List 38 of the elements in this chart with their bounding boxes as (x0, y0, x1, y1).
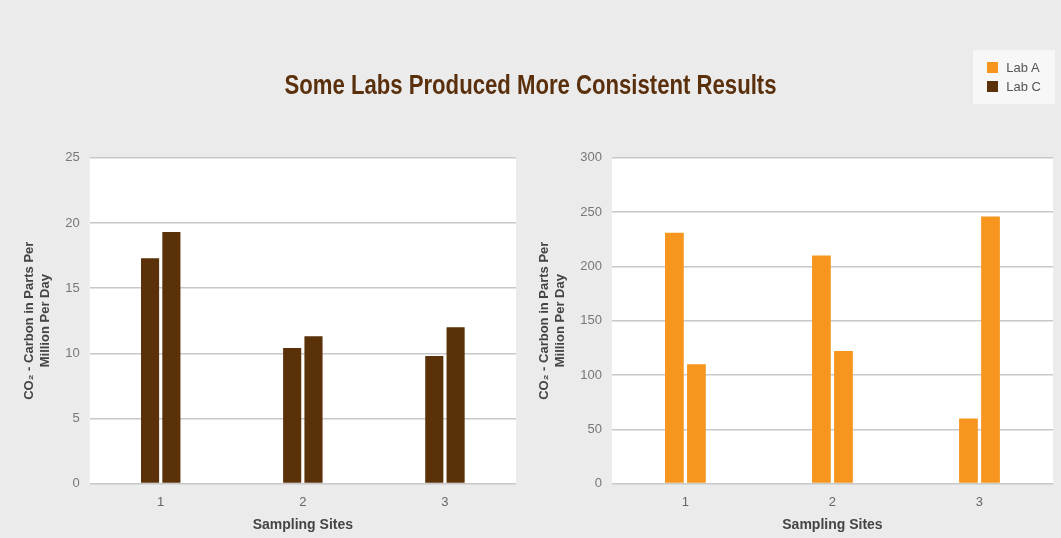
y-tick-label: 100 (580, 366, 602, 382)
y-tick-label: 15 (65, 279, 80, 295)
x-axis-title: Sampling Sites (782, 516, 883, 533)
y-tick-label: 25 (65, 149, 80, 165)
bar (959, 418, 978, 483)
y-axis-title: CO₂ - Carbon in Parts Per Million Per Day (21, 241, 52, 400)
bar (665, 232, 684, 483)
bar (141, 258, 160, 483)
x-tick-label: 2 (299, 493, 307, 509)
x-tick-label: 3 (441, 493, 449, 509)
y-tick-label: 250 (580, 203, 602, 219)
y-tick-label: 300 (580, 149, 602, 165)
chart-title: Some Labs Produced More Consistent Results (283, 70, 778, 101)
y-tick-label: 10 (65, 344, 80, 360)
bar (162, 232, 181, 483)
y-axis-title: CO₂ - Carbon in Parts Per Million Per Day (536, 241, 567, 400)
bar (425, 355, 444, 483)
bar (981, 216, 1000, 483)
y-tick-label: 200 (580, 257, 602, 273)
x-tick-label: 3 (975, 493, 984, 509)
y-tick-label: 0 (594, 475, 602, 491)
x-axis-title: Sampling Sites (252, 516, 354, 533)
y-tick-label: 20 (65, 214, 80, 230)
x-tick-label: 1 (157, 493, 165, 509)
y-tick-label: 0 (72, 475, 80, 491)
legend-label: Lab C (1006, 79, 1041, 94)
bar (446, 327, 465, 483)
y-tick-label: 150 (580, 312, 602, 328)
x-tick-label: 1 (681, 493, 690, 509)
y-tick-label: 5 (72, 410, 80, 426)
bar (687, 364, 706, 483)
bar (304, 336, 323, 483)
bar (812, 255, 831, 483)
y-tick-label: 50 (587, 420, 602, 436)
bar (283, 348, 302, 483)
legend-label: Lab A (1006, 60, 1040, 75)
x-tick-label: 2 (828, 493, 837, 509)
bar (834, 351, 853, 483)
